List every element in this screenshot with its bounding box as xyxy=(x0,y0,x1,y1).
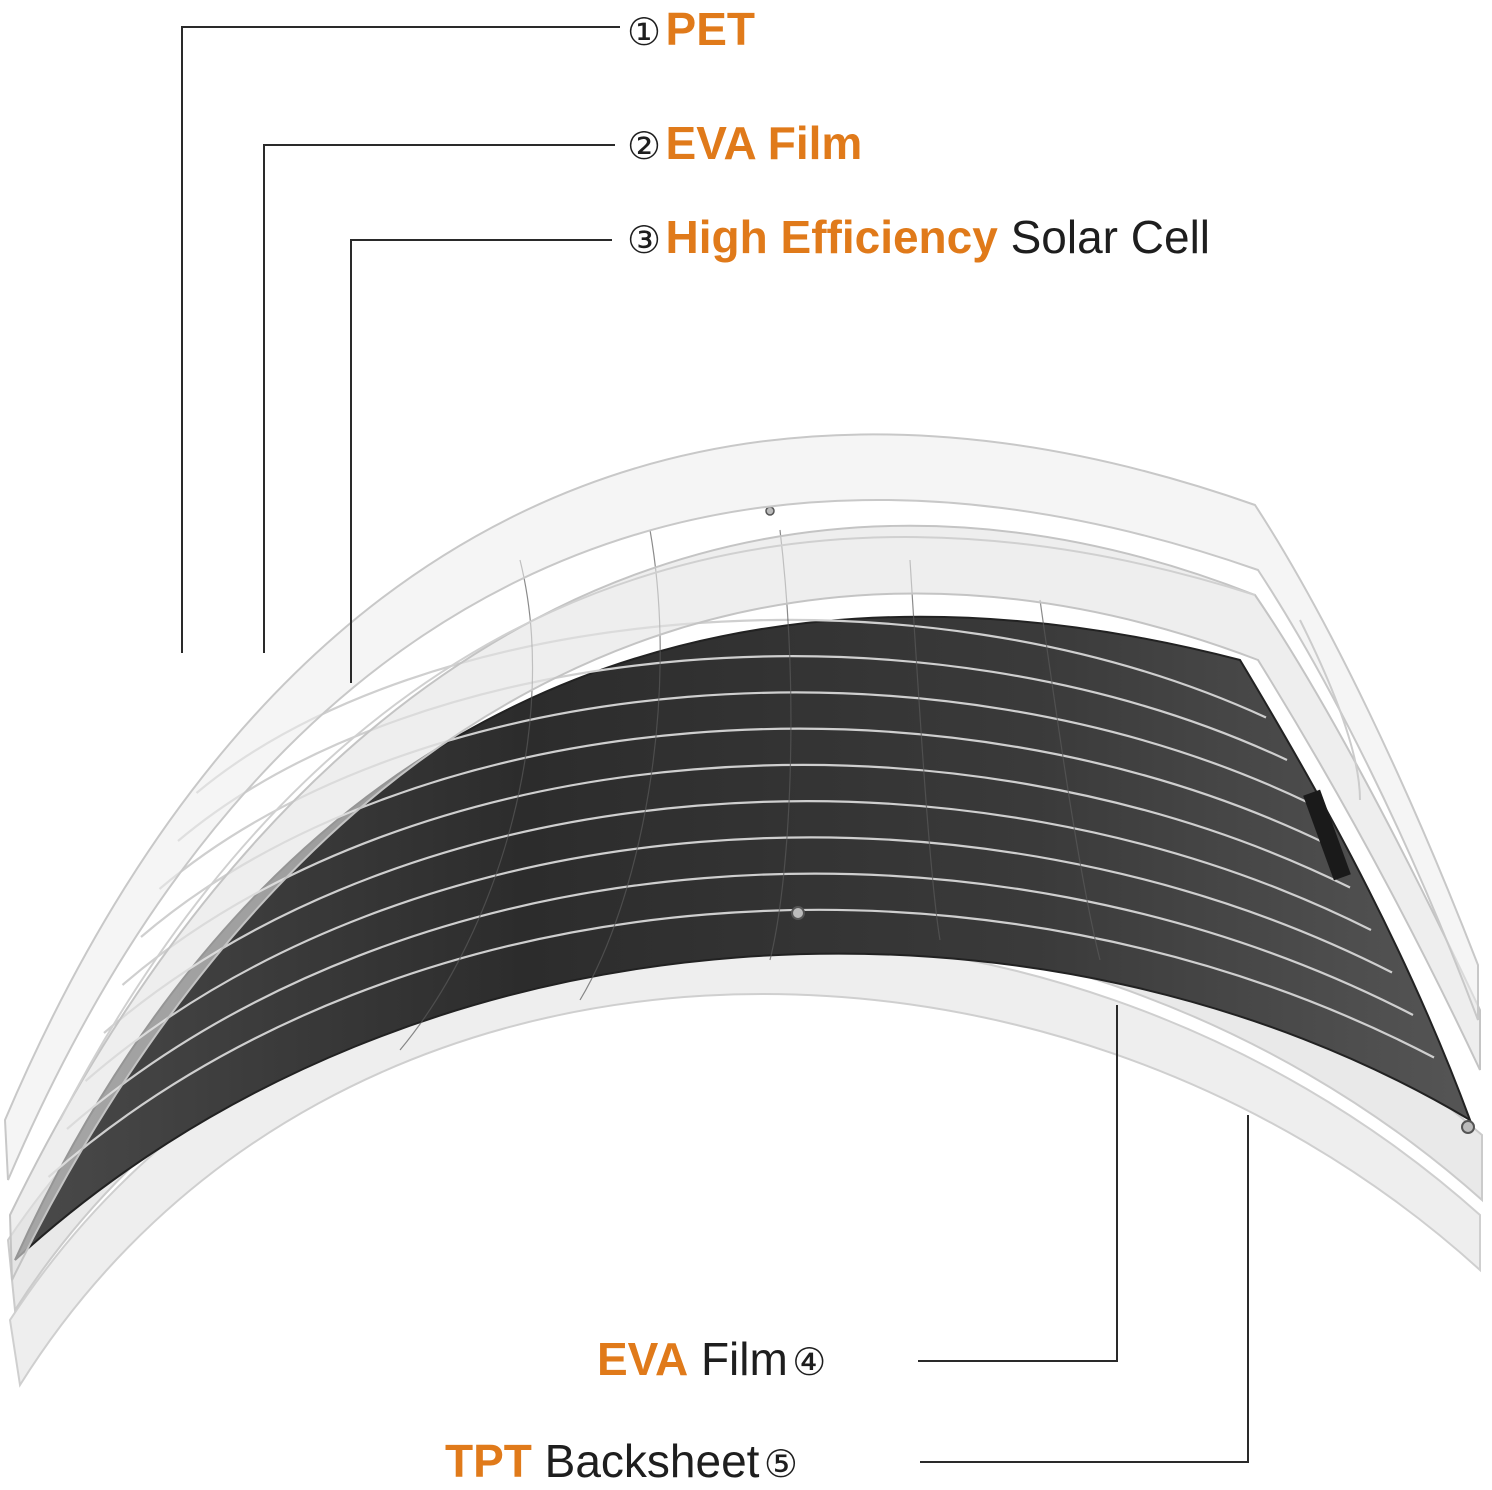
eva-film-top-layer xyxy=(8,524,1481,1281)
marker-3: ③ xyxy=(627,218,662,262)
label-3-highlight: High Efficiency xyxy=(665,211,998,263)
marker-5: ⑤ xyxy=(763,1442,798,1486)
layer-label-5: TPT Backsheet ⑤ xyxy=(445,1438,798,1484)
cell-string-line xyxy=(103,800,1372,1034)
label-4-rest: Film xyxy=(688,1333,788,1385)
pet-layer xyxy=(3,433,1479,1181)
cell-string-line xyxy=(177,655,1288,842)
label-2-highlight: EVA Film xyxy=(665,117,863,169)
marker-4: ④ xyxy=(792,1340,827,1384)
cell-string-line xyxy=(47,908,1435,1178)
label-5-rest: Backsheet xyxy=(531,1435,760,1487)
leader-line-2 xyxy=(263,144,615,653)
label-1-highlight: PET xyxy=(665,3,755,55)
layer-label-2: ② EVA Film xyxy=(627,120,862,166)
leader-line-5 xyxy=(920,1115,1249,1463)
cell-string-line xyxy=(66,872,1414,1130)
leader-lines xyxy=(181,26,1249,1463)
label-5-highlight: TPT xyxy=(445,1435,532,1487)
leader-line-3 xyxy=(350,239,612,683)
label-3-rest: Solar Cell xyxy=(997,211,1211,263)
leader-line-1 xyxy=(181,26,620,653)
layer-label-3: ③ High Efficiency Solar Cell xyxy=(627,214,1210,260)
leader-line-4 xyxy=(918,1005,1118,1362)
marker-2: ② xyxy=(627,124,662,168)
cell-string-line xyxy=(84,836,1393,1082)
marker-1: ① xyxy=(627,10,662,54)
label-4-highlight: EVA xyxy=(597,1333,689,1385)
layer-label-4: EVA Film ④ xyxy=(597,1336,826,1382)
cell-string-line xyxy=(158,691,1309,890)
layer-label-1: ① PET xyxy=(627,6,755,52)
